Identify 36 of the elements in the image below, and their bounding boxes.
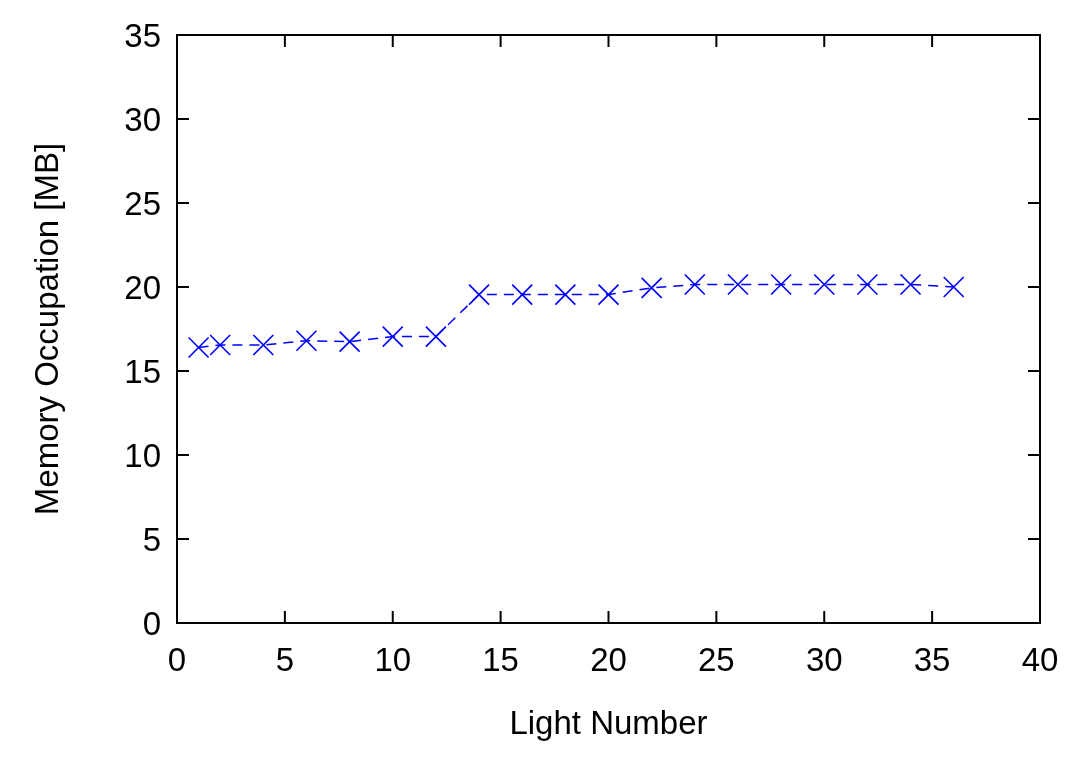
point [813,273,836,296]
point [899,273,922,296]
y-tick-label: 20 [124,268,161,306]
point [425,325,447,348]
point [252,334,275,356]
point [727,273,749,296]
y-tick-label: 25 [124,184,161,222]
y-tick-label: 10 [124,436,161,474]
point [770,273,792,296]
x-tick-label: 15 [482,641,519,678]
y-tick-label: 0 [142,604,161,642]
point [338,330,361,353]
x-tick-label: 0 [167,641,187,678]
point [511,283,533,306]
point [381,325,404,348]
x-tick-label: 35 [913,641,951,678]
x-axis-title: Light Number [509,704,708,741]
point [597,283,620,306]
point [942,276,965,298]
y-axis-title: Memory Occupation [MB] [28,142,65,516]
x-tick-label: 10 [374,641,412,678]
y-tick-label: 15 [124,352,161,390]
y-tick-label: 35 [124,16,161,54]
point [640,277,663,299]
x-tick-label: 30 [805,641,843,678]
point [295,329,318,352]
point [856,273,879,296]
point [684,273,706,296]
y-tick-label: 30 [124,100,161,138]
x-tick-label: 5 [275,641,295,678]
y-tick-label: 5 [142,520,161,558]
x-tick-label: 25 [698,641,735,678]
x-tick-label: 40 [1021,641,1059,678]
x-tick-label: 20 [590,641,627,678]
point [554,283,577,306]
point [468,283,490,306]
